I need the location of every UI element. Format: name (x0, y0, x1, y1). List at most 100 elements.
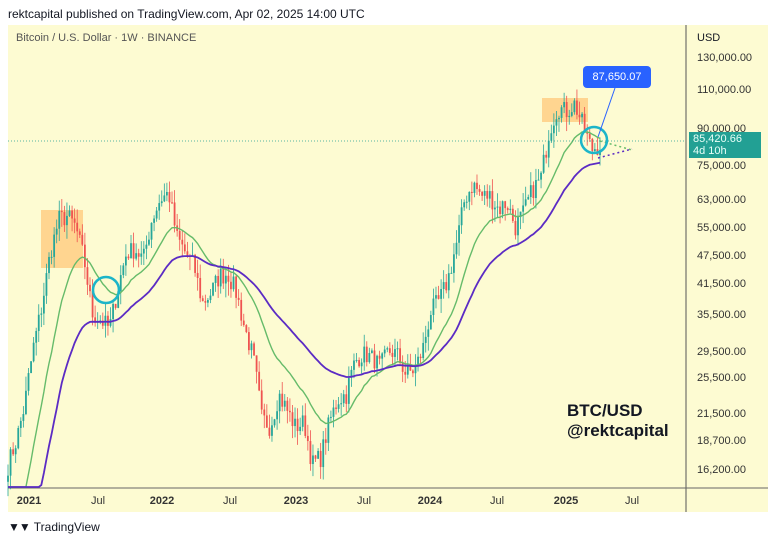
watermark: BTC/USD @rektcapital (567, 401, 669, 441)
candle-body (278, 393, 281, 412)
candle-body (107, 315, 109, 326)
candle-body (468, 191, 471, 202)
last-price-value: 85,420.66 (693, 133, 742, 145)
candle-body (409, 365, 412, 371)
candle-body (283, 400, 286, 407)
candle-body (178, 230, 181, 240)
candle-body (376, 355, 378, 369)
candle-body (365, 346, 368, 363)
footer-brand[interactable]: ▼▼ TradingView (8, 520, 100, 534)
chart-panel[interactable] (8, 25, 768, 512)
highlight-box-2025 (542, 98, 588, 122)
candle-body (12, 449, 15, 455)
candle-body (419, 356, 422, 359)
candle-body (89, 284, 91, 292)
candle-body (19, 420, 22, 429)
candle-body (53, 234, 56, 257)
candle-body (204, 301, 207, 303)
published-line: rektcapital published on TradingView.com… (8, 7, 365, 21)
candle-body (573, 100, 576, 113)
bar-countdown: 4d 10h (693, 145, 727, 157)
candle-body (78, 231, 81, 235)
candle-body (271, 425, 273, 436)
candle-body (286, 400, 289, 411)
candle-body (114, 303, 117, 308)
candle-body (232, 276, 235, 290)
candle-body (306, 435, 309, 442)
brand-name: TradingView (33, 520, 100, 534)
candle-body (240, 299, 243, 321)
candle-body (81, 234, 84, 245)
candle-body (517, 217, 519, 236)
candle-body (332, 407, 335, 417)
candle-body (42, 295, 45, 314)
candle-body (478, 189, 481, 192)
candle-body (248, 332, 250, 351)
candle-body (171, 202, 173, 204)
candle-body (519, 211, 522, 218)
time-tick: Jul (490, 495, 504, 507)
ma-slow-projection (597, 148, 633, 159)
candle-body (199, 277, 202, 299)
candle-body (353, 360, 355, 370)
candle-body (499, 206, 501, 215)
candle-body (576, 100, 578, 115)
candle-body (150, 222, 153, 240)
candle-body (224, 275, 227, 284)
watermark-author: @rektcapital (567, 421, 669, 440)
candle-body (265, 415, 268, 428)
candle-body (327, 417, 330, 443)
candle-body (494, 207, 496, 210)
candle-body (260, 390, 263, 410)
candle-body (532, 185, 535, 199)
candle-body (40, 313, 43, 315)
candle-body (222, 268, 225, 284)
candle-body (86, 267, 89, 285)
ma-fast-projection (599, 140, 633, 151)
candle-body (317, 450, 319, 459)
candle-body (368, 352, 371, 363)
price-tick: 41,500.00 (697, 278, 746, 290)
candle-body (186, 251, 189, 256)
candle-body (45, 273, 48, 296)
candle-body (17, 428, 20, 449)
candle-body (50, 256, 53, 258)
time-tick: 2024 (418, 495, 443, 507)
candle-body (529, 185, 532, 198)
price-tick: 29,500.00 (697, 346, 746, 358)
time-tick: 2021 (17, 495, 41, 507)
time-tick: Jul (91, 495, 105, 507)
candle-body (401, 362, 404, 372)
currency-label[interactable]: USD (697, 32, 721, 44)
candle-body (145, 244, 148, 249)
candle-body (345, 394, 348, 404)
candle-body (91, 291, 94, 318)
price-tick: 63,000.00 (697, 194, 746, 206)
candle-body (117, 291, 120, 308)
candle-body (153, 218, 155, 223)
candle-body (73, 218, 76, 223)
price-tick: 35,500.00 (697, 309, 746, 321)
candle-body (458, 225, 460, 243)
candle-body (183, 244, 186, 252)
candle-body (299, 426, 302, 432)
candle-body (417, 356, 419, 365)
candle-body (165, 191, 168, 196)
candle-body (255, 355, 258, 372)
highlight-circle-2021 (91, 275, 121, 305)
candle-body (32, 342, 35, 362)
candle-body (371, 350, 373, 353)
candle-body (76, 222, 79, 232)
candle-body (14, 448, 17, 455)
candle-body (445, 282, 448, 291)
candle-body (542, 154, 545, 173)
candle-body (112, 303, 114, 320)
candle-body (524, 199, 527, 206)
candle-body (140, 253, 143, 257)
candle-body (130, 243, 132, 259)
candle-body (386, 348, 389, 350)
candle-body (296, 418, 299, 432)
price-tick: 75,000.00 (697, 160, 746, 172)
candle-body (483, 190, 486, 196)
